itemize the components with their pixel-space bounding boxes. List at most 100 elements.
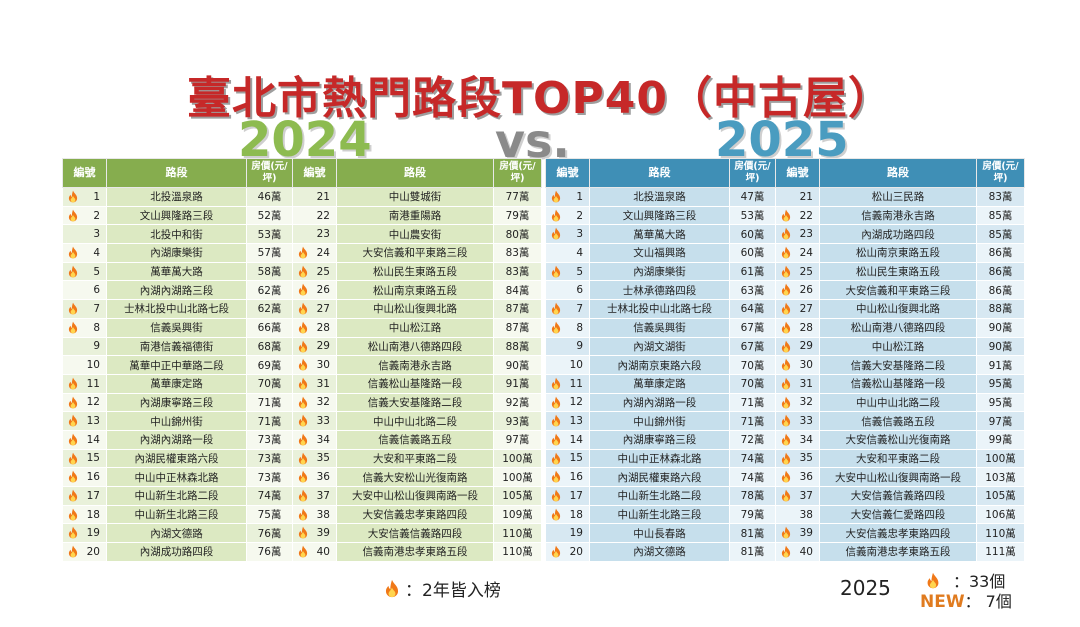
price-value: 71萬 xyxy=(729,411,776,431)
rank-number: 34 xyxy=(316,433,330,446)
rank-number: 38 xyxy=(799,508,813,521)
rank-cell: 39 xyxy=(292,523,337,544)
flame-icon xyxy=(781,489,791,502)
rank-cell: 33 xyxy=(292,411,337,431)
rank-number: 14 xyxy=(569,433,583,446)
header-road: 路段 xyxy=(106,158,247,188)
flame-icon xyxy=(68,526,78,539)
rank-number: 29 xyxy=(799,340,813,353)
price-value: 71萬 xyxy=(246,411,293,431)
road-name: 士林北投中山北路七段 xyxy=(589,299,730,319)
rank-cell: 23 xyxy=(775,224,820,245)
table-row: 2 文山興隆路三段 52萬 22 南港重陽路 79萬 xyxy=(62,205,542,226)
flame-icon xyxy=(551,433,561,446)
price-value: 57萬 xyxy=(246,243,293,263)
price-value: 86萬 xyxy=(976,261,1025,282)
flame-icon xyxy=(298,526,308,539)
price-value: 62萬 xyxy=(246,299,293,319)
price-value: 95萬 xyxy=(976,373,1025,394)
road-name: 信義松山基隆路一段 xyxy=(336,373,494,394)
road-name: 大安信義仁愛路四段 xyxy=(819,504,977,525)
price-value: 53萬 xyxy=(729,205,776,226)
price-value: 105萬 xyxy=(976,486,1025,506)
road-name: 南港重陽路 xyxy=(336,205,494,226)
rank-number: 32 xyxy=(799,396,813,409)
rank-cell: 4 xyxy=(62,243,107,263)
flame-icon xyxy=(298,340,308,352)
price-value: 52萬 xyxy=(246,205,293,226)
rank-cell: 29 xyxy=(292,336,337,357)
rank-cell: 23 xyxy=(292,224,337,245)
rank-cell: 18 xyxy=(62,504,107,525)
road-name: 中山中山北路二段 xyxy=(819,392,977,413)
road-name: 大安信義和平東路三段 xyxy=(819,280,977,301)
hot-count: ：33個 xyxy=(953,572,1006,591)
rank-number: 37 xyxy=(799,489,813,502)
road-name: 大安和平東路二段 xyxy=(336,448,494,469)
rank-cell: 21 xyxy=(775,187,820,207)
road-name: 北投溫泉路 xyxy=(106,187,247,207)
road-name: 中山錦州街 xyxy=(589,411,730,431)
rank-number: 5 xyxy=(93,265,100,278)
rank-cell: 27 xyxy=(292,299,337,319)
flame-icon xyxy=(551,489,561,502)
road-name: 萬華萬大路 xyxy=(106,261,247,282)
table-row: 4 文山福興路 60萬 24 松山南京東路五段 86萬 xyxy=(545,243,1025,263)
rank-cell: 14 xyxy=(545,429,590,450)
rank-number: 12 xyxy=(86,396,100,409)
rank-cell: 13 xyxy=(62,411,107,431)
rank-cell: 19 xyxy=(62,523,107,544)
road-name: 松山南京東路五段 xyxy=(819,243,977,263)
flame-icon xyxy=(781,302,791,315)
price-value: 88萬 xyxy=(976,299,1025,319)
road-name: 信義吳興街 xyxy=(589,317,730,338)
price-value: 93萬 xyxy=(493,411,542,431)
rank-cell: 31 xyxy=(775,373,820,394)
table-2024: 編號 路段 房價(元/坪) 編號 路段 房價(元/坪) 1 北投溫泉路 46萬 21 中… xyxy=(62,158,542,562)
road-name: 信義大安基隆路二段 xyxy=(819,355,977,375)
price-value: 73萬 xyxy=(246,467,293,487)
price-value: 76萬 xyxy=(246,523,293,544)
price-value: 92萬 xyxy=(493,392,542,413)
flame-icon xyxy=(298,321,308,334)
flame-icon xyxy=(551,452,561,465)
table-row: 19 中山長春路 81萬 39 大安信義忠孝東路四段 110萬 xyxy=(545,523,1025,544)
flame-icon xyxy=(68,321,78,334)
flame-icon xyxy=(68,433,78,446)
road-name: 內湖康寧路三段 xyxy=(589,429,730,450)
rank-number: 7 xyxy=(93,302,100,315)
flame-icon xyxy=(298,377,308,390)
table-row: 3 萬華萬大路 60萬 23 內湖成功路四段 85萬 xyxy=(545,224,1025,245)
flame-icon xyxy=(781,340,791,352)
flame-icon xyxy=(298,265,308,278)
rank-cell: 14 xyxy=(62,429,107,450)
flame-icon xyxy=(298,508,308,521)
road-name: 信義吳興街 xyxy=(106,317,247,338)
flame-icon xyxy=(781,227,791,240)
new-label: NEW xyxy=(920,592,965,612)
table-row: 1 北投溫泉路 47萬 21 松山三民路 83萬 xyxy=(545,187,1025,207)
road-name: 大安信義松山光復南路 xyxy=(819,429,977,450)
road-name: 中山松山復興北路 xyxy=(336,299,494,319)
road-name: 大安信義信義路四段 xyxy=(336,523,494,544)
price-value: 67萬 xyxy=(729,317,776,338)
price-value: 58萬 xyxy=(246,261,293,282)
table-row: 10 萬華中正中華路二段 69萬 30 信義南港永吉路 90萬 xyxy=(62,355,542,375)
road-name: 松山民生東路五段 xyxy=(336,261,494,282)
price-value: 91萬 xyxy=(493,373,542,394)
road-name: 松山三民路 xyxy=(819,187,977,207)
header-no: 編號 xyxy=(775,158,820,188)
flame-icon xyxy=(68,265,78,278)
rank-number: 24 xyxy=(799,246,813,259)
flame-icon xyxy=(298,302,308,315)
rank-cell: 10 xyxy=(545,355,590,375)
price-value: 110萬 xyxy=(493,523,542,544)
flame-icon xyxy=(68,452,78,465)
rank-cell: 21 xyxy=(292,187,337,207)
rank-cell: 11 xyxy=(62,373,107,394)
legend-text: ：2年皆入榜 xyxy=(405,581,501,601)
rank-number: 1 xyxy=(93,190,100,203)
rank-number: 9 xyxy=(576,340,583,353)
rank-number: 32 xyxy=(316,396,330,409)
rank-number: 28 xyxy=(799,321,813,334)
